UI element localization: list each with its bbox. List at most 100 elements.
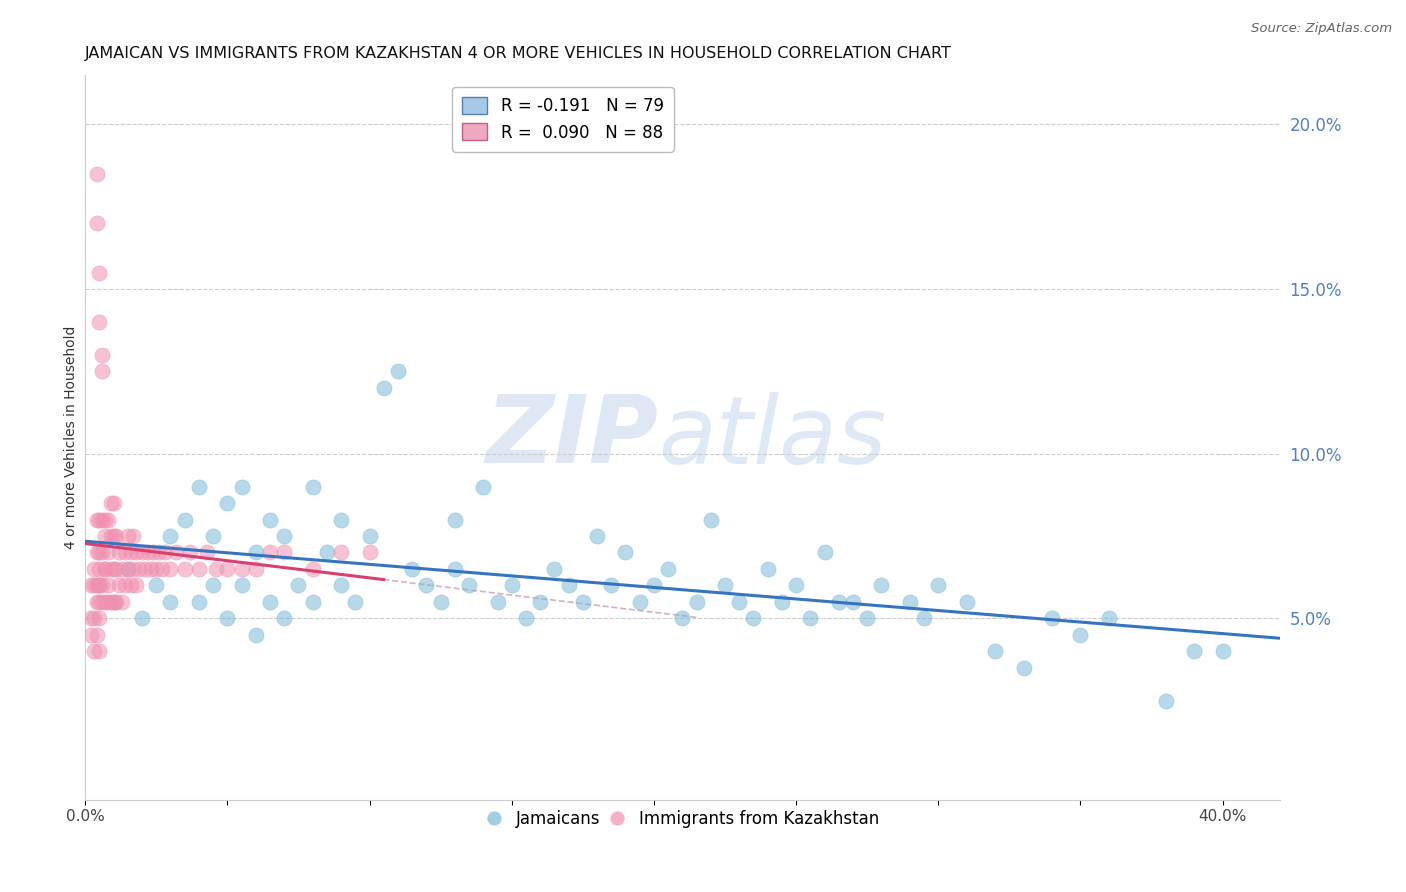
Point (179, 545, 201, 559)
Point (586, 529, 609, 543)
Point (103, 595, 125, 609)
Point (714, 578, 737, 592)
Point (259, 512, 281, 526)
Point (89, 315, 111, 329)
Point (1154, 694, 1177, 708)
Point (125, 545, 148, 559)
Point (1040, 611, 1063, 625)
Point (117, 562, 139, 576)
Point (301, 562, 323, 576)
Point (217, 611, 239, 625)
Point (956, 595, 979, 609)
Point (572, 595, 595, 609)
Point (287, 578, 309, 592)
Point (86, 167, 108, 181)
Point (100, 562, 122, 576)
Point (83, 578, 105, 592)
Point (259, 545, 281, 559)
Point (150, 562, 173, 576)
Point (217, 562, 239, 576)
Point (89, 644, 111, 658)
Point (117, 562, 139, 576)
Point (202, 529, 225, 543)
Point (828, 595, 851, 609)
Point (359, 529, 381, 543)
Point (359, 545, 381, 559)
Point (159, 529, 181, 543)
Point (103, 529, 125, 543)
Point (89, 578, 111, 592)
Point (501, 578, 523, 592)
Point (245, 628, 267, 642)
Point (486, 595, 509, 609)
Point (898, 595, 921, 609)
Point (89, 545, 111, 559)
Point (927, 578, 949, 592)
Point (173, 562, 195, 576)
Point (94, 529, 117, 543)
Point (86, 628, 108, 642)
Point (142, 545, 165, 559)
Point (330, 545, 353, 559)
Point (444, 512, 467, 526)
Point (114, 578, 136, 592)
Point (83, 611, 105, 625)
Point (330, 578, 353, 592)
Point (97, 595, 120, 609)
Point (128, 562, 150, 576)
Point (1182, 644, 1205, 658)
Point (91, 578, 114, 592)
Point (202, 578, 225, 592)
Point (301, 595, 323, 609)
Point (100, 595, 122, 609)
Point (148, 545, 170, 559)
Y-axis label: 4 or more Vehicles in Household: 4 or more Vehicles in Household (65, 326, 79, 549)
Point (217, 496, 239, 510)
Point (401, 562, 423, 576)
Point (111, 595, 134, 609)
Point (415, 578, 437, 592)
Point (187, 480, 209, 494)
Point (429, 595, 451, 609)
Point (105, 529, 128, 543)
Point (108, 578, 131, 592)
Point (83, 562, 105, 576)
Point (700, 512, 723, 526)
Point (136, 545, 159, 559)
Point (80, 628, 103, 642)
Point (145, 562, 167, 576)
Point (165, 545, 187, 559)
Point (153, 545, 176, 559)
Point (100, 496, 122, 510)
Point (273, 545, 295, 559)
Point (97, 545, 120, 559)
Point (600, 578, 623, 592)
Point (80, 578, 103, 592)
Point (643, 578, 665, 592)
Point (1069, 628, 1091, 642)
Point (785, 578, 807, 592)
Point (657, 562, 679, 576)
Point (103, 496, 125, 510)
Point (315, 545, 337, 559)
Point (83, 644, 105, 658)
Legend: Jamaicans, Immigrants from Kazakhstan: Jamaicans, Immigrants from Kazakhstan (479, 804, 886, 835)
Point (984, 644, 1007, 658)
Point (125, 578, 148, 592)
Point (105, 595, 128, 609)
Point (117, 529, 139, 543)
Point (89, 578, 111, 592)
Point (770, 595, 793, 609)
Point (89, 562, 111, 576)
Point (122, 562, 145, 576)
Point (742, 611, 765, 625)
Point (94, 562, 117, 576)
Point (231, 480, 253, 494)
Point (231, 578, 253, 592)
Point (86, 512, 108, 526)
Point (145, 578, 167, 592)
Point (614, 545, 637, 559)
Point (86, 216, 108, 230)
Point (94, 562, 117, 576)
Point (330, 512, 353, 526)
